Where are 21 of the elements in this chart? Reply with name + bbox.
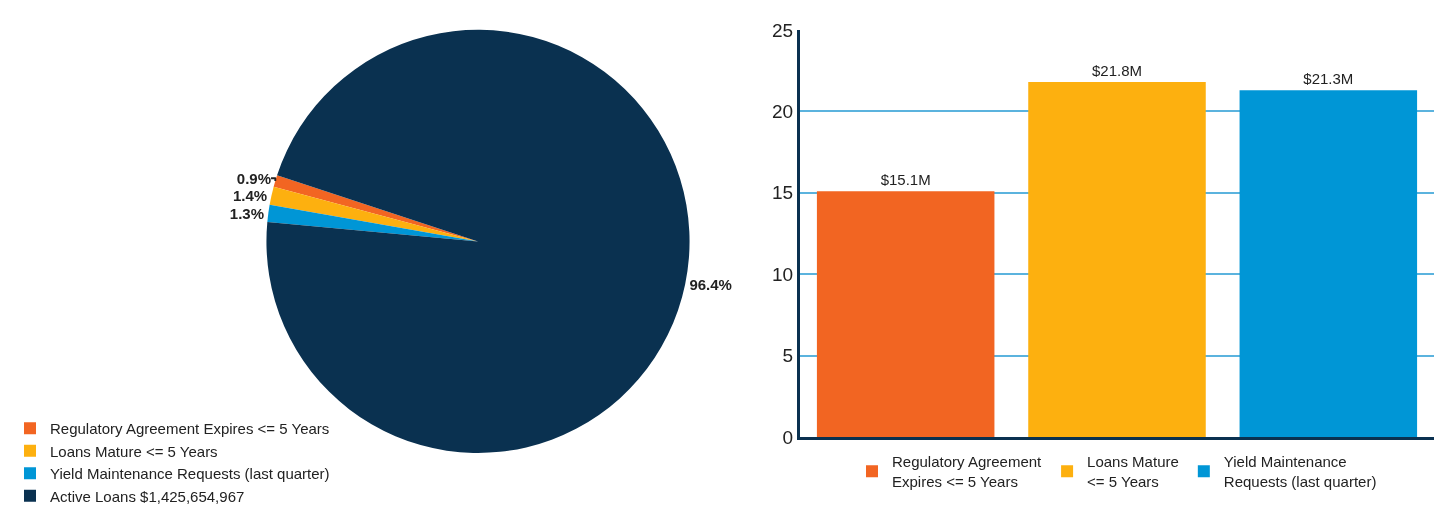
data-label: 1.3% (229, 204, 265, 222)
data-label: 0.9% (236, 169, 272, 187)
legend-label: Active Loans $1,425,654,967 (50, 487, 245, 505)
data-label: 1.4% (232, 186, 268, 204)
legend-label: Regulatory Agreement Expires <= 5 Years (50, 420, 330, 438)
y-tick-label: 5 (782, 345, 794, 367)
legend-label: Yield Maintenance Requests (last quarter) (1223, 453, 1377, 490)
pie-slice (269, 186, 478, 242)
legend-label: Loans Mature <= 5 Years (1087, 453, 1179, 490)
y-tick-label: 20 (772, 101, 794, 123)
y-tick-label: 0 (782, 426, 794, 448)
y-tick-label: 15 (772, 182, 794, 204)
y-tick-label: 10 (772, 263, 794, 285)
legend-label: Regulatory Agreement Expires <= 5 Years (892, 453, 1043, 490)
legend-label: Loans Mature <= 5 Years (50, 442, 218, 460)
data-label: 96.4% (689, 276, 732, 294)
data-label: $21.3M (1303, 70, 1354, 88)
data-label: $21.8M (1091, 62, 1143, 80)
y-tick-label: 25 (772, 19, 794, 41)
legend-label: Yield Maintenance Requests (last quarter) (50, 465, 330, 483)
data-label: $15.1M (880, 171, 931, 189)
